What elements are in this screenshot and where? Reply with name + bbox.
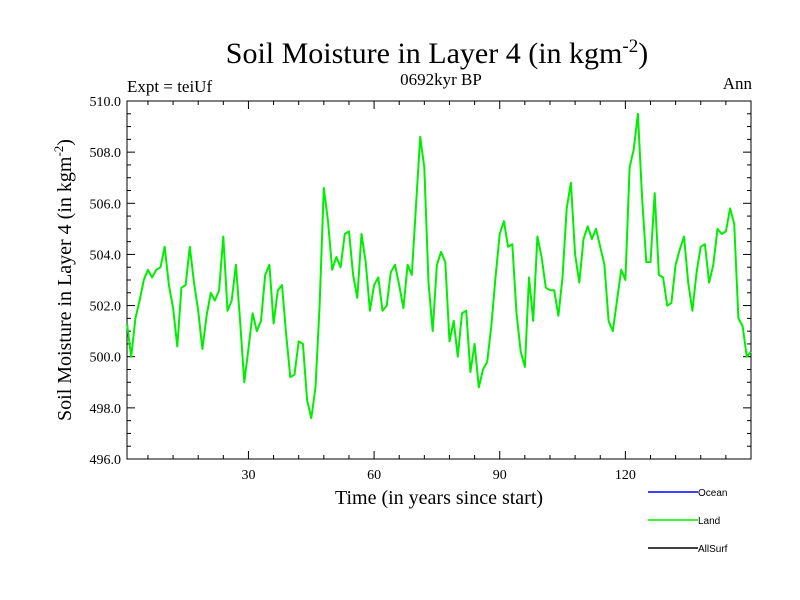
plot-lines [126,112,752,420]
legend-label-land: Land [698,516,720,527]
y-tick-label: 504.0 [90,248,122,263]
legend: Ocean Land AllSurf [648,488,728,555]
y-tick-label: 508.0 [90,146,122,161]
x-axis-label: Time (in years since start) [335,487,543,509]
series-line-land [126,112,752,420]
x-axis: 30 60 90 120 [147,101,752,483]
experiment-label: Expt = teiUf [127,77,212,96]
svg-text:Soil Moisture in Layer 4 (in k: Soil Moisture in Layer 4 (in kgm-2) [51,139,76,421]
y-tick-label: 506.0 [90,197,122,212]
period-label: 0692kyr BP [400,70,482,89]
y-tick-label: 498.0 [90,402,122,417]
y-axis-label-sup: -2 [51,146,66,157]
season-label: Ann [723,74,753,93]
legend-label-allsurf: AllSurf [698,544,728,555]
y-tick-label: 500.0 [90,351,122,366]
x-tick-label: 120 [615,468,636,483]
x-tick-label: 60 [367,468,381,483]
y-axis-label-text: Soil Moisture in Layer 4 (in kgm [54,156,76,421]
y-axis-label-close: ) [54,139,76,146]
x-tick-label: 90 [493,468,507,483]
y-tick-label: 502.0 [90,300,122,315]
legend-label-ocean: Ocean [698,488,727,499]
y-tick-label: 496.0 [90,453,122,468]
x-tick-label: 30 [241,468,255,483]
y-tick-label: 510.0 [90,95,122,110]
y-axis: 496.0 498.0 500.0 502.0 504.0 506.0 508.0 510.0 [90,95,751,468]
y-axis-label: Soil Moisture in Layer 4 (in kgm-2) [51,139,76,421]
chart-title: Soil Moisture in Layer 4 (in kgm-2) [226,36,648,70]
